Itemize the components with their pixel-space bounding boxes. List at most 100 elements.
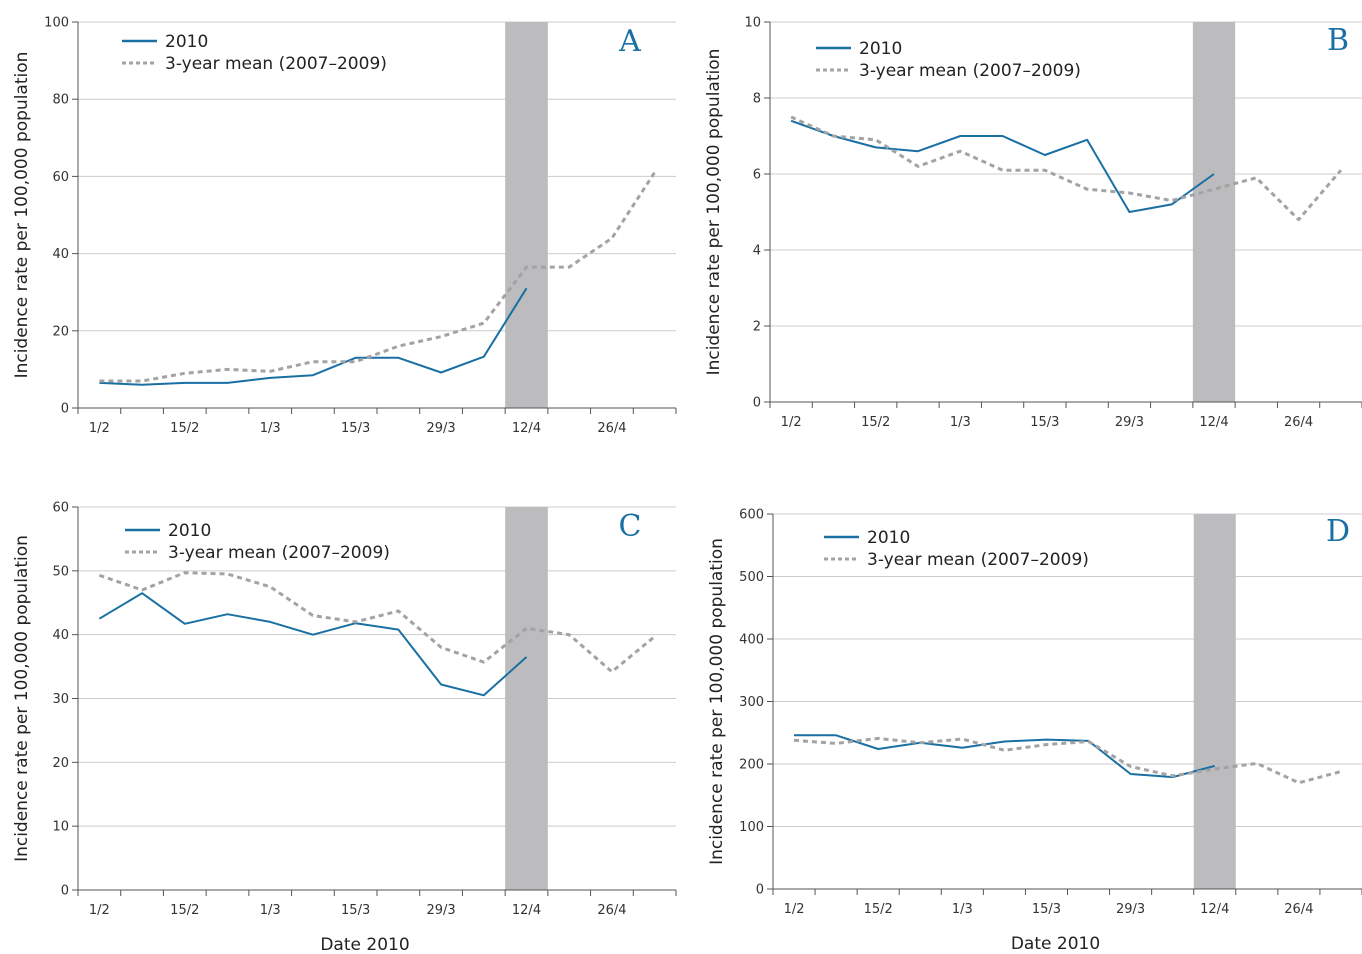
data-point	[1002, 748, 1006, 752]
y-tick-label: 60	[52, 501, 69, 516]
y-tick-label: 0	[61, 884, 69, 899]
data-point	[396, 344, 400, 348]
series-line-mean	[99, 171, 656, 383]
x-tick-label: 1/2	[781, 415, 802, 430]
data-point	[918, 741, 922, 745]
x-tick-label: 15/3	[341, 903, 370, 918]
x-tick-label: 26/4	[1284, 902, 1313, 917]
data-point	[876, 747, 880, 751]
panel-letter-d: D	[1326, 514, 1350, 549]
y-tick-label: 50	[52, 564, 69, 579]
x-tick-label: 15/2	[861, 415, 890, 430]
data-point	[311, 373, 315, 377]
y-tick-label: 2	[753, 320, 761, 335]
data-point	[876, 736, 880, 740]
chart-panel-d: 0 100 200 300 400 500 600 1/2 15/2 1/3 15/3 29/3 12/…	[707, 508, 1362, 954]
data-point	[396, 609, 400, 613]
panel-letter-a: A	[618, 24, 641, 59]
data-point	[1001, 168, 1005, 172]
data-point	[354, 360, 358, 364]
data-point	[183, 622, 187, 626]
legend-label-2010: 2010	[168, 521, 211, 541]
data-point	[1170, 202, 1174, 206]
y-tick-label: 8	[753, 92, 761, 107]
chart-panel-b: 0 2 4 6 8 10 1/2 15/2 1/3 15/3 29/3 12/4 26/4 Inciden…	[704, 16, 1362, 430]
data-point	[1001, 134, 1005, 138]
data-point	[525, 265, 529, 269]
data-point	[1297, 218, 1301, 222]
data-point	[1044, 743, 1048, 747]
y-axis-title: Incidence rate per 100,000 population	[12, 52, 32, 379]
data-point	[311, 360, 315, 364]
data-point	[396, 628, 400, 632]
legend-label-2010: 2010	[867, 528, 910, 548]
data-point	[960, 746, 964, 750]
data-point	[140, 379, 144, 383]
data-point	[653, 171, 657, 175]
data-point	[916, 149, 920, 153]
data-point	[1170, 199, 1174, 203]
legend-label-2010: 2010	[165, 32, 208, 52]
data-point	[482, 321, 486, 325]
data-point	[226, 381, 230, 385]
data-point	[268, 369, 272, 373]
data-point	[1087, 740, 1091, 744]
data-point	[97, 617, 101, 621]
x-tick-label: 15/2	[170, 903, 199, 918]
legend-label-mean: 3-year mean (2007–2009)	[168, 543, 390, 563]
data-point	[439, 370, 443, 374]
data-point	[439, 682, 443, 686]
data-point	[226, 367, 230, 371]
y-tick-label: 200	[739, 758, 764, 773]
y-tick-label: 0	[61, 402, 69, 417]
y-tick-label: 40	[52, 247, 69, 262]
data-point	[311, 633, 315, 637]
data-point	[183, 381, 187, 385]
data-point	[1129, 772, 1133, 776]
data-point	[183, 371, 187, 375]
data-point	[482, 660, 486, 664]
x-tick-label: 26/4	[1284, 415, 1313, 430]
x-tick-label: 26/4	[597, 421, 626, 436]
data-point	[567, 633, 571, 637]
highlight-band	[1192, 22, 1236, 402]
data-point	[354, 356, 358, 360]
x-tick-label: 29/3	[1116, 902, 1145, 917]
y-tick-label: 10	[52, 820, 69, 835]
x-tick-label: 12/4	[1199, 415, 1228, 430]
data-point	[958, 134, 962, 138]
legend-label-mean: 3-year mean (2007–2009)	[859, 61, 1081, 81]
x-tick-label: 1/2	[89, 903, 110, 918]
data-point	[1339, 168, 1343, 172]
chart-panel-a: 0 20 40 60 80 100 1/2 15/2 1/3 15/3 29/3 12/4 26/4 In…	[12, 16, 677, 436]
data-point	[610, 670, 614, 674]
data-point	[311, 614, 315, 618]
data-point	[1171, 774, 1175, 778]
x-tick-label: 15/3	[1030, 415, 1059, 430]
data-point	[567, 265, 571, 269]
data-point	[1043, 168, 1047, 172]
data-point	[439, 335, 443, 339]
data-point	[226, 572, 230, 576]
x-axis-title: Date 2010	[1011, 934, 1100, 954]
data-point	[610, 236, 614, 240]
data-point	[525, 655, 529, 659]
data-point	[958, 149, 962, 153]
data-point	[653, 635, 657, 639]
y-axis-title: Incidence rate per 100,000 population	[704, 49, 724, 376]
data-point	[1002, 740, 1006, 744]
data-point	[831, 134, 835, 138]
data-point	[916, 164, 920, 168]
data-point	[268, 585, 272, 589]
data-point	[960, 737, 964, 741]
series-line-2010	[98, 592, 528, 697]
y-tick-label: 4	[753, 244, 761, 259]
x-tick-label: 1/3	[950, 415, 971, 430]
x-tick-label: 26/4	[597, 903, 626, 918]
data-point	[525, 286, 529, 290]
data-point	[396, 356, 400, 360]
data-point	[140, 383, 144, 387]
data-point	[268, 620, 272, 624]
